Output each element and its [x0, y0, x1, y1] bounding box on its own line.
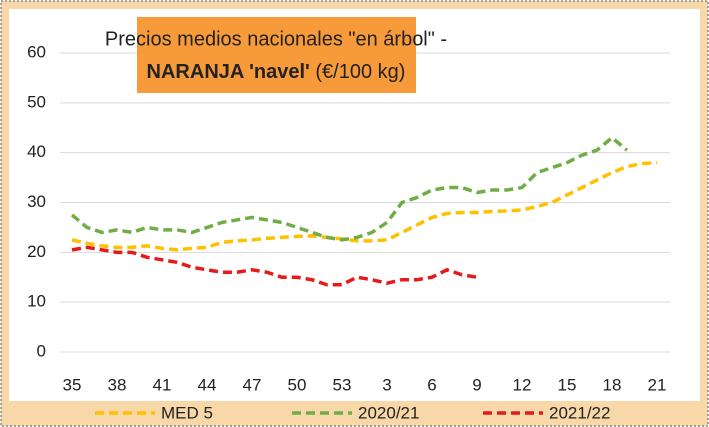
- y-tick-label: 30: [27, 192, 46, 211]
- x-tick-label: 47: [243, 375, 262, 394]
- x-tick-label: 50: [288, 375, 307, 394]
- x-tick-label: 21: [648, 375, 667, 394]
- series-line: [71, 160, 658, 252]
- chart-title-rest: (€/100 kg): [315, 61, 405, 83]
- y-tick-label: 20: [27, 242, 46, 261]
- y-tick-label: 60: [27, 42, 46, 61]
- legend-label: 2021/22: [549, 403, 610, 422]
- chart-title: NARANJA 'navel' (€/100 kg): [147, 61, 406, 83]
- y-tick-label: 0: [37, 341, 46, 360]
- x-tick-label: 12: [513, 375, 532, 394]
- legend-label: MED 5: [161, 403, 213, 422]
- x-tick-label: 41: [153, 375, 172, 394]
- x-tick-label: 3: [382, 375, 391, 394]
- chart-title-bold: NARANJA 'navel': [147, 61, 310, 83]
- x-tick-label: 53: [333, 375, 352, 394]
- x-tick-label: 38: [108, 375, 127, 394]
- y-tick-label: 10: [27, 292, 46, 311]
- x-tick-label: 9: [472, 375, 481, 394]
- chart-title: Precios medios nacionales "en árbol" -: [105, 28, 447, 50]
- y-tick-label: 50: [27, 92, 46, 111]
- x-tick-label: 6: [427, 375, 436, 394]
- x-tick-label: 44: [198, 375, 217, 394]
- title-box: [137, 17, 416, 93]
- series-line: [70, 135, 629, 242]
- y-tick-label: 40: [27, 142, 46, 161]
- legend-label: 2020/21: [358, 403, 419, 422]
- x-tick-label: 35: [63, 375, 82, 394]
- x-tick-label: 18: [603, 375, 622, 394]
- x-tick-label: 15: [558, 375, 577, 394]
